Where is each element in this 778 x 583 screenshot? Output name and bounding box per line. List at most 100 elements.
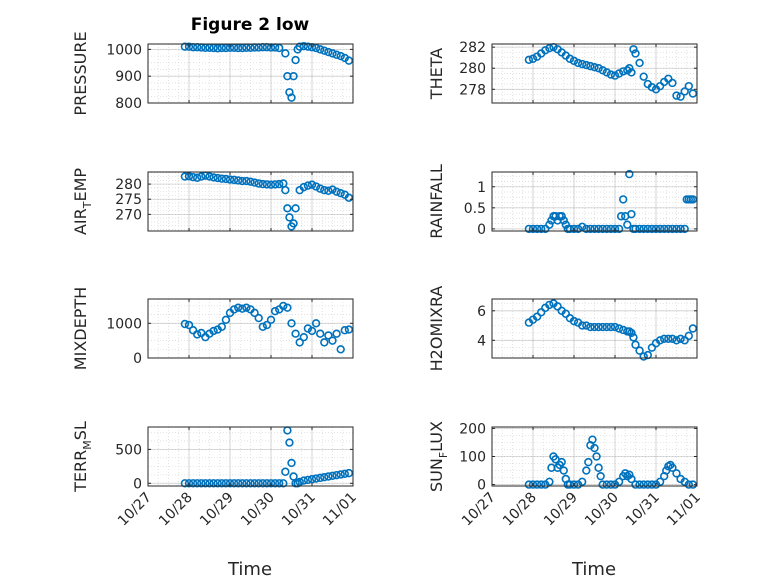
- data-point: [528, 224, 538, 234]
- data-point: [328, 185, 337, 194]
- data-point: [188, 479, 198, 488]
- data-point: [684, 81, 693, 91]
- data-point: [596, 471, 605, 481]
- data-point: [582, 466, 591, 475]
- data-point: [266, 479, 276, 488]
- data-point: [647, 82, 657, 92]
- data-point: [299, 476, 308, 485]
- data-point: [647, 480, 657, 489]
- data-point: [672, 336, 681, 345]
- data-point: [594, 463, 603, 472]
- data-point: [528, 54, 538, 63]
- data-point: [303, 324, 313, 333]
- data-point: [250, 178, 259, 187]
- axes-box: [491, 171, 698, 232]
- data-point: [221, 174, 231, 184]
- data-point: [213, 173, 222, 183]
- data-point: [536, 224, 546, 234]
- data-point: [217, 322, 227, 331]
- data-point: [291, 55, 300, 65]
- data-point: [328, 471, 337, 481]
- data-point: [631, 49, 640, 58]
- data-point: [287, 319, 296, 328]
- y-tick-label: 1: [477, 180, 486, 196]
- data-point: [279, 479, 288, 488]
- data-point: [316, 45, 325, 54]
- y-tick-label: 270: [115, 207, 142, 223]
- data-point: [688, 195, 698, 204]
- data-point: [307, 475, 317, 484]
- data-point: [676, 334, 685, 344]
- data-point: [524, 55, 534, 65]
- data-point: [281, 467, 290, 476]
- y-tick-label: 0: [477, 478, 486, 494]
- data-point: [623, 220, 632, 229]
- data-point: [340, 326, 349, 335]
- data-point: [559, 466, 568, 475]
- data-point: [553, 302, 562, 311]
- data-point: [234, 176, 243, 185]
- data-point: [635, 480, 644, 489]
- data-point: [614, 69, 624, 78]
- data-point: [270, 479, 280, 488]
- data-point: [602, 480, 611, 489]
- data-point: [303, 181, 313, 190]
- y-tick-label: 0: [133, 476, 142, 492]
- data-point: [573, 224, 583, 234]
- data-point: [602, 68, 611, 77]
- data-point: [532, 312, 542, 321]
- data-point: [217, 43, 227, 53]
- data-point: [610, 71, 620, 80]
- axes-box: [147, 171, 354, 232]
- data-point: [598, 224, 607, 234]
- data-point: [184, 320, 194, 330]
- data-point: [328, 49, 337, 58]
- data-point: [528, 480, 538, 489]
- data-point: [561, 309, 570, 318]
- data-point: [180, 479, 190, 488]
- data-point: [238, 479, 247, 488]
- data-point: [193, 479, 202, 488]
- data-point: [614, 224, 624, 234]
- data-point: [324, 47, 333, 57]
- subplot-pressure: 800 900 1000 PRESSURE: [71, 31, 354, 116]
- data-point: [614, 477, 624, 486]
- data-point: [643, 224, 652, 234]
- data-point: [180, 172, 190, 181]
- data-point: [281, 49, 290, 58]
- data-point: [275, 179, 284, 189]
- data-point: [639, 72, 648, 81]
- data-point: [573, 58, 583, 68]
- y-tick-label: 100: [459, 450, 486, 466]
- data-point: [197, 172, 206, 181]
- data-point: [616, 212, 626, 221]
- data-point: [344, 56, 354, 65]
- data-point: [586, 322, 595, 332]
- y-tick-label: 6: [477, 304, 486, 320]
- data-point: [209, 326, 218, 336]
- data-point: [254, 179, 263, 188]
- data-point: [262, 479, 272, 488]
- data-point: [532, 480, 542, 489]
- data-point: [270, 180, 280, 189]
- data-point: [287, 458, 296, 468]
- data-point: [291, 329, 300, 338]
- figure-title: Figure 2 low: [191, 15, 310, 35]
- data-point: [643, 480, 652, 489]
- data-point: [213, 44, 222, 53]
- data-point: [242, 303, 251, 312]
- data-point: [672, 224, 681, 234]
- data-point: [655, 224, 665, 234]
- data-point: [180, 319, 190, 329]
- data-point: [610, 322, 620, 332]
- data-point: [680, 336, 689, 345]
- data-point: [565, 224, 575, 234]
- data-point: [610, 224, 620, 234]
- y-tick-label: 0: [133, 351, 142, 367]
- data-point: [635, 346, 644, 355]
- data-point: [289, 219, 298, 228]
- data-point: [316, 473, 325, 483]
